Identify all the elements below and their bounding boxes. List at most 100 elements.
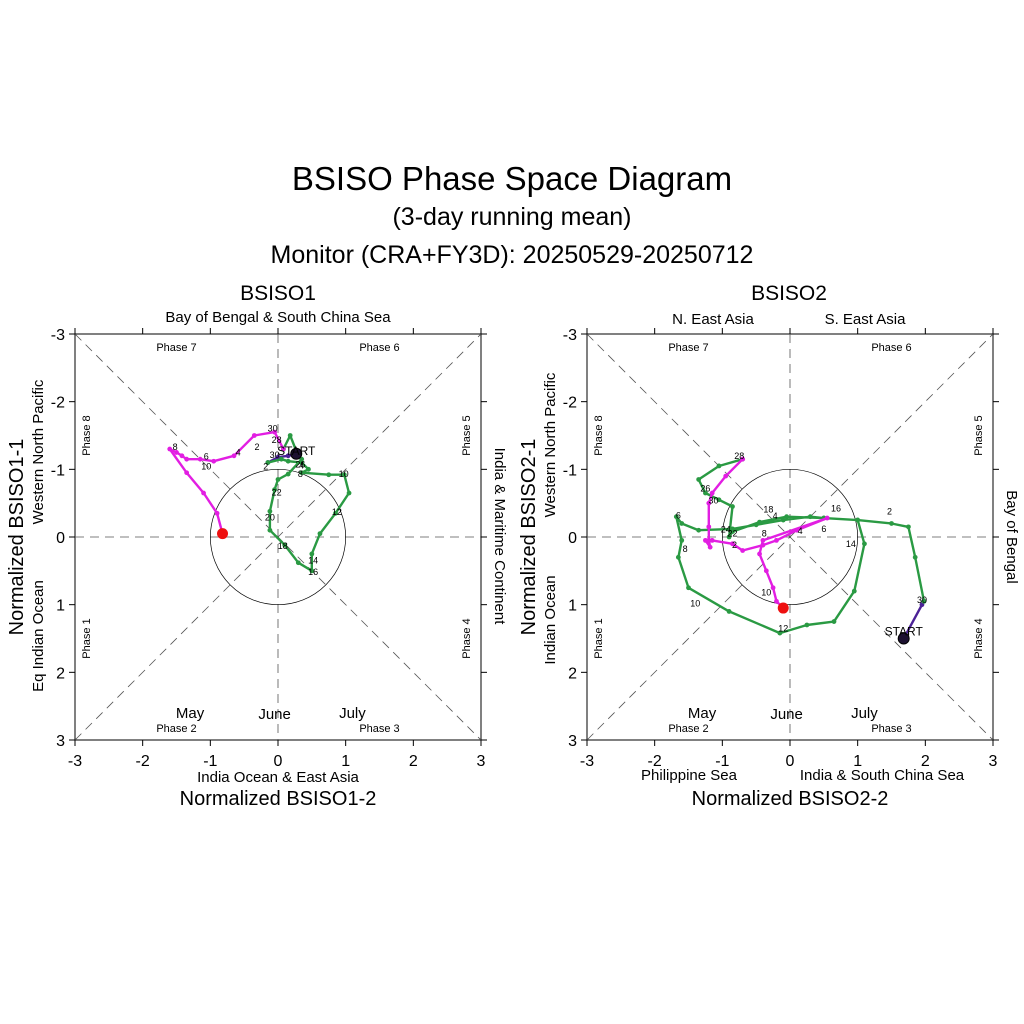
day-label: 8: [683, 544, 688, 554]
trajectory-point: [862, 541, 867, 547]
trajectory-point: [299, 460, 305, 465]
phase-6-label: Phase 6: [359, 342, 399, 354]
x-tick-label: 3: [477, 753, 486, 770]
y-tick-label: 0: [568, 530, 577, 547]
day-label: 2: [255, 442, 260, 452]
trajectory-point: [211, 458, 217, 464]
y-tick-label: 1: [568, 598, 577, 615]
trajectory-point: [726, 609, 732, 614]
trajectory-point: [706, 500, 712, 506]
y-tick-label: 1: [56, 598, 65, 615]
trajectory-point: [763, 568, 769, 574]
trajectory-point: [679, 521, 685, 526]
start-marker: [290, 447, 303, 460]
x-tick-label: -1: [203, 753, 217, 770]
y-tick-label: -3: [51, 327, 65, 344]
day-label: 28: [734, 451, 744, 461]
legend-june: June: [770, 706, 803, 723]
phase-4-label: Phase 4: [973, 618, 985, 658]
trajectory-point: [831, 619, 837, 624]
x-tick-label: 0: [786, 753, 795, 770]
day-label: 12: [778, 623, 788, 633]
region-label-top-right: S. East Asia: [825, 311, 907, 328]
trajectory-point: [912, 554, 918, 560]
phase-2-label: Phase 2: [668, 723, 708, 735]
trajectory-point: [309, 551, 315, 557]
trajectory-point: [306, 466, 311, 472]
day-label: 26: [700, 483, 710, 493]
trajectory-point: [807, 514, 813, 520]
day-label: 10: [201, 462, 211, 472]
day-label: 8: [298, 469, 303, 479]
trajectory-point: [299, 470, 305, 476]
phase-2-label: Phase 2: [156, 723, 196, 735]
trajectory-point: [906, 524, 911, 530]
y-tick-label: -3: [563, 327, 577, 344]
trajectory-point: [780, 517, 786, 523]
y-tick-label: 2: [568, 665, 577, 682]
trajectory-point: [275, 477, 281, 482]
day-label: 10: [339, 469, 349, 479]
trajectory-point: [197, 456, 203, 462]
phase-5-label: Phase 5: [461, 415, 473, 455]
trajectory-point: [251, 433, 257, 438]
x-axis-label: Normalized BSISO1-2: [180, 788, 377, 810]
trajectory-point: [716, 497, 722, 503]
trajectory-point: [730, 541, 735, 547]
day-label: 26: [295, 460, 305, 470]
phase-7-label: Phase 7: [156, 342, 196, 354]
trajectory-point: [784, 514, 790, 520]
day-label: 6: [821, 524, 826, 534]
trajectory-point: [794, 527, 800, 533]
chart-title: BSISO1: [240, 282, 316, 305]
trajectory-point: [287, 433, 293, 438]
day-label: 8: [762, 529, 767, 539]
day-label: 16: [831, 504, 841, 514]
day-label: 4: [798, 526, 803, 536]
legend-may: May: [688, 705, 717, 722]
trajectory-point: [753, 522, 759, 528]
day-label: 4: [299, 460, 304, 470]
trajectory-point: [333, 510, 338, 516]
x-tick-label: -3: [68, 753, 82, 770]
day-label: 18: [278, 541, 288, 551]
trajectory-point: [326, 472, 332, 478]
y-tick-label: -1: [51, 462, 65, 479]
trajectory-point: [184, 456, 190, 462]
trajectory-point: [740, 456, 746, 462]
region-label-bottom-right: India & South China Sea: [800, 767, 965, 784]
trajectory-point: [709, 490, 715, 496]
legend-may: May: [176, 705, 205, 722]
y-tick-label: -1: [563, 462, 577, 479]
x-tick-label: 3: [989, 753, 998, 770]
day-label: 14: [846, 539, 856, 549]
y-tick-label: 3: [568, 733, 577, 750]
x-tick-label: -3: [580, 753, 594, 770]
trajectory-june: [675, 458, 926, 635]
y-tick-label: 3: [56, 733, 65, 750]
trajectory-point: [757, 519, 762, 525]
x-tick-label: -2: [648, 753, 662, 770]
legend-july: July: [339, 705, 366, 722]
day-label: 8: [173, 442, 178, 452]
legend-july: July: [851, 705, 878, 722]
trajectory-point: [855, 517, 861, 523]
phase-1-label: Phase 1: [81, 618, 93, 658]
trajectory-point: [179, 453, 185, 459]
day-label: 4: [236, 447, 241, 457]
x-tick-label: 2: [921, 753, 930, 770]
trajectory-point: [675, 554, 681, 560]
trajectory-point: [278, 456, 284, 462]
x-tick-label: 1: [341, 753, 350, 770]
phase-7-label: Phase 7: [668, 342, 708, 354]
trajectory-point: [285, 471, 291, 477]
trajectory-point: [201, 490, 206, 496]
region-label-top-left: N. East Asia: [672, 311, 754, 328]
phase-4-label: Phase 4: [461, 618, 473, 658]
day-label: 18: [763, 504, 773, 514]
trajectory-point: [285, 458, 291, 464]
trajectory-point: [317, 531, 323, 537]
region-label-bottom: India Ocean & East Asia: [197, 769, 359, 786]
day-label: 20: [265, 512, 275, 522]
